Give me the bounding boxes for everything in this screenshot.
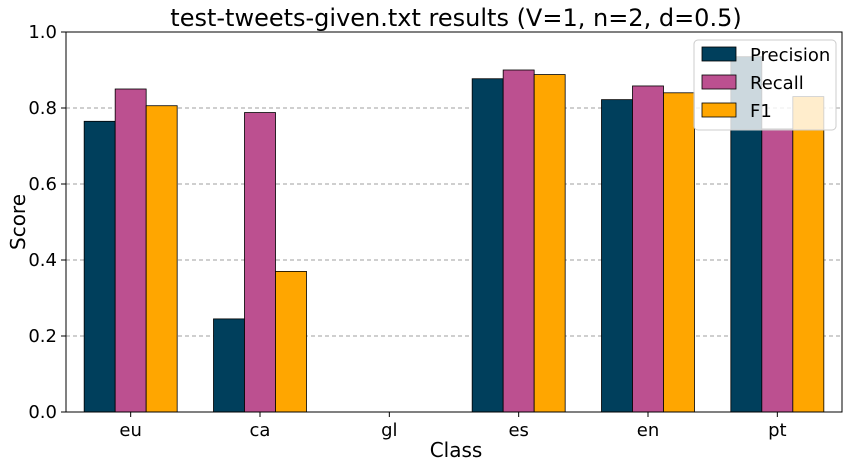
legend-label-recall: Recall	[750, 73, 804, 94]
bar-f1-en	[663, 92, 695, 413]
bar-f1-pt	[792, 96, 825, 413]
x-axis-label: Class	[430, 438, 483, 462]
x-tick-label: gl	[381, 420, 397, 441]
y-tick-label: 0.0	[28, 402, 57, 423]
x-tick-label: pt	[768, 420, 786, 441]
y-tick-label: 0.6	[28, 174, 57, 195]
x-axis: eu ca gl es en pt	[119, 412, 787, 441]
y-tick-label: 1.0	[28, 22, 57, 43]
legend-label-f1: F1	[750, 101, 772, 122]
y-tick-label: 0.4	[28, 250, 57, 271]
bar-precision-ca	[213, 318, 245, 413]
bar-f1-eu	[145, 105, 178, 413]
legend-swatch-precision	[701, 46, 737, 62]
bar-precision-eu	[83, 120, 116, 413]
plot-frame	[65, 31, 843, 413]
bar-precision-es	[471, 78, 504, 413]
y-axis: 0.0 0.2 0.4 0.6 0.8 1.0	[28, 22, 66, 423]
legend-swatch-f1	[701, 102, 737, 118]
legend: Precision Recall F1	[693, 39, 837, 131]
grid-lines	[66, 107, 842, 337]
x-tick-label: eu	[119, 420, 141, 441]
bar-recall-es	[502, 69, 535, 413]
bar-f1-es	[533, 74, 566, 413]
bars	[83, 56, 825, 413]
x-tick-label: es	[508, 420, 528, 441]
x-tick-label: ca	[250, 420, 271, 441]
chart-title: test-tweets-given.txt results (V=1, n=2,…	[170, 4, 741, 32]
x-tick-label: en	[637, 420, 659, 441]
bar-recall-pt	[761, 128, 794, 413]
legend-swatch-recall	[701, 74, 737, 90]
y-tick-label: 0.8	[28, 98, 57, 119]
bar-recall-en	[632, 85, 664, 413]
bar-recall-ca	[244, 112, 276, 413]
legend-label-precision: Precision	[750, 45, 830, 66]
bar-f1-ca	[275, 270, 307, 413]
bar-precision-en	[601, 99, 633, 413]
y-axis-label: Score	[6, 194, 30, 250]
bar-recall-eu	[114, 88, 147, 413]
y-tick-label: 0.2	[28, 326, 57, 347]
